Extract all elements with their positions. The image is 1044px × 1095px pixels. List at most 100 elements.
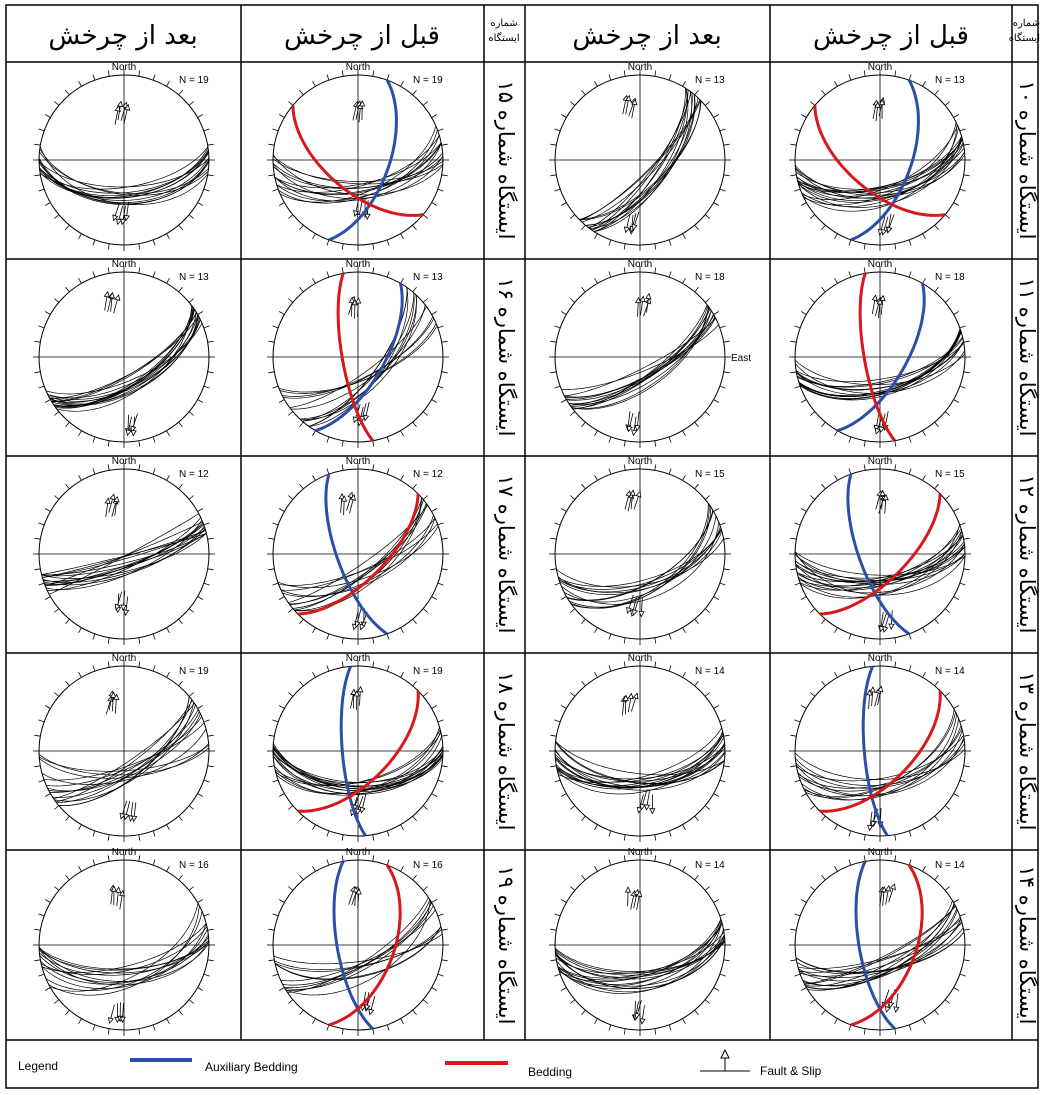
slip-arrows (878, 883, 900, 1013)
station-label-14: ایستگاه شماره ۱۴ (1015, 866, 1039, 1025)
sample-count: N = 19 (413, 666, 443, 677)
stereonet-r2-c2: North N = 13 (267, 259, 449, 448)
header-station-right-line2: ایستگاه (1009, 32, 1040, 44)
stereonet-r2-c4: North N = 18 (789, 259, 971, 448)
station-labels: ایستگاه شماره ۱۵ ایستگاه شماره ۱۰ ایستگا… (494, 81, 1039, 1025)
header-before-rotation-right: قبل از چرخش (813, 21, 969, 51)
table-grid (5, 4, 1039, 1089)
stereonet-r5-c3: North N = 14 (549, 847, 731, 1036)
stereonet-r5-c1: North N = 16 (33, 847, 215, 1036)
tick-marks (267, 463, 449, 645)
legend: Legend Auxiliary Bedding Bedding Fault &… (18, 1048, 822, 1079)
slip-arrows (349, 685, 367, 817)
sample-count: N = 14 (935, 860, 965, 871)
stereonet-r1-c4: North N = 13 (789, 62, 971, 251)
stereonet-r3-c1: North N = 12 (33, 456, 215, 645)
fault-planes (554, 727, 726, 795)
north-label: North (346, 653, 370, 664)
sample-count: N = 13 (695, 75, 725, 86)
north-label: North (868, 62, 892, 73)
north-label: North (628, 259, 652, 270)
station-label-12: ایستگاه شماره ۱۲ (1015, 475, 1039, 634)
stereonet-r4-c4: North N = 14 (789, 653, 971, 842)
station-label-15: ایستگاه شماره ۱۵ (494, 81, 518, 240)
north-label: North (868, 653, 892, 664)
stereonets: North N = 19 North N = 19 North N = 13 North N … (33, 62, 971, 1036)
north-label: North (112, 847, 136, 858)
slip-arrows (625, 292, 652, 437)
stereonet-r4-c3: North N = 14 (549, 653, 731, 842)
north-label: North (628, 653, 652, 664)
slip-arrows (104, 493, 130, 616)
slip-arrows (338, 491, 368, 631)
auxiliary-bedding-plane (861, 665, 889, 837)
north-label: North (346, 259, 370, 270)
tick-marks (267, 266, 449, 448)
fault-planes (556, 503, 724, 609)
slip-arrows (624, 886, 646, 1025)
slip-arrows (624, 489, 645, 618)
stereonet-r1-c3: North N = 13 (549, 62, 731, 251)
bedding-plane (291, 105, 424, 217)
stereonet-r3-c4: North N = 15 (789, 456, 971, 645)
slip-arrows (620, 692, 656, 815)
sample-count: N = 13 (413, 272, 443, 283)
sample-count: N = 15 (695, 469, 725, 480)
sample-count: N = 18 (695, 272, 725, 283)
stereonet-r5-c4: North N = 14 (789, 847, 971, 1036)
north-label: North (112, 456, 136, 467)
fault-planes (795, 900, 965, 991)
auxiliary-bedding-plane (846, 473, 910, 636)
north-label: North (112, 653, 136, 664)
north-label: North (868, 456, 892, 467)
fault-planes (794, 524, 966, 599)
bedding-plane (297, 493, 420, 616)
east-label: East (731, 353, 751, 364)
sample-count: N = 16 (179, 860, 209, 871)
sample-count: N = 14 (935, 666, 965, 677)
auxiliary-bedding-plane (315, 283, 404, 433)
tick-marks (549, 854, 731, 1036)
north-label: North (628, 847, 652, 858)
auxiliary-bedding-plane (324, 473, 388, 636)
fault-slip-symbol (700, 1048, 750, 1072)
fault-planes (45, 305, 203, 412)
stereonet-r3-c3: North N = 15 (549, 456, 731, 645)
tick-marks (549, 660, 731, 842)
tick-marks (789, 463, 971, 645)
bedding-plane (819, 493, 942, 616)
slip-arrows (872, 96, 895, 236)
bedding-plane (813, 105, 946, 217)
station-label-19: ایستگاه شماره ۱۹ (494, 866, 518, 1025)
legend-title: Legend (18, 1059, 58, 1073)
sample-count: N = 19 (179, 75, 209, 86)
slip-arrows (107, 884, 126, 1024)
legend-bedding-label: Bedding (528, 1065, 572, 1079)
bedding-plane (328, 864, 402, 1027)
fault-planes (278, 287, 438, 428)
sample-count: N = 12 (413, 469, 443, 480)
fault-planes (273, 897, 443, 996)
tick-marks (549, 463, 731, 645)
fault-planes (38, 696, 210, 807)
stereonet-r3-c2: North N = 12 (267, 456, 449, 645)
tick-marks (267, 660, 449, 842)
tick-marks (33, 660, 215, 842)
tick-marks (33, 463, 215, 645)
tick-marks (33, 69, 215, 251)
auxiliary-bedding-plane (332, 860, 374, 1030)
auxiliary-bedding-plane (850, 79, 920, 242)
stereonet-r5-c2: North N = 16 (267, 847, 449, 1036)
stereonet-r1-c1: North N = 19 (33, 62, 215, 251)
tick-marks (549, 266, 731, 448)
header-station-left-line1: شماره (490, 18, 517, 29)
slip-arrows (105, 690, 138, 823)
tick-marks (267, 854, 449, 1036)
north-label: North (628, 62, 652, 73)
auxiliary-bedding-plane (837, 283, 926, 433)
slip-arrows (112, 100, 131, 226)
sample-count: N = 13 (179, 272, 209, 283)
bedding-plane (850, 864, 924, 1027)
